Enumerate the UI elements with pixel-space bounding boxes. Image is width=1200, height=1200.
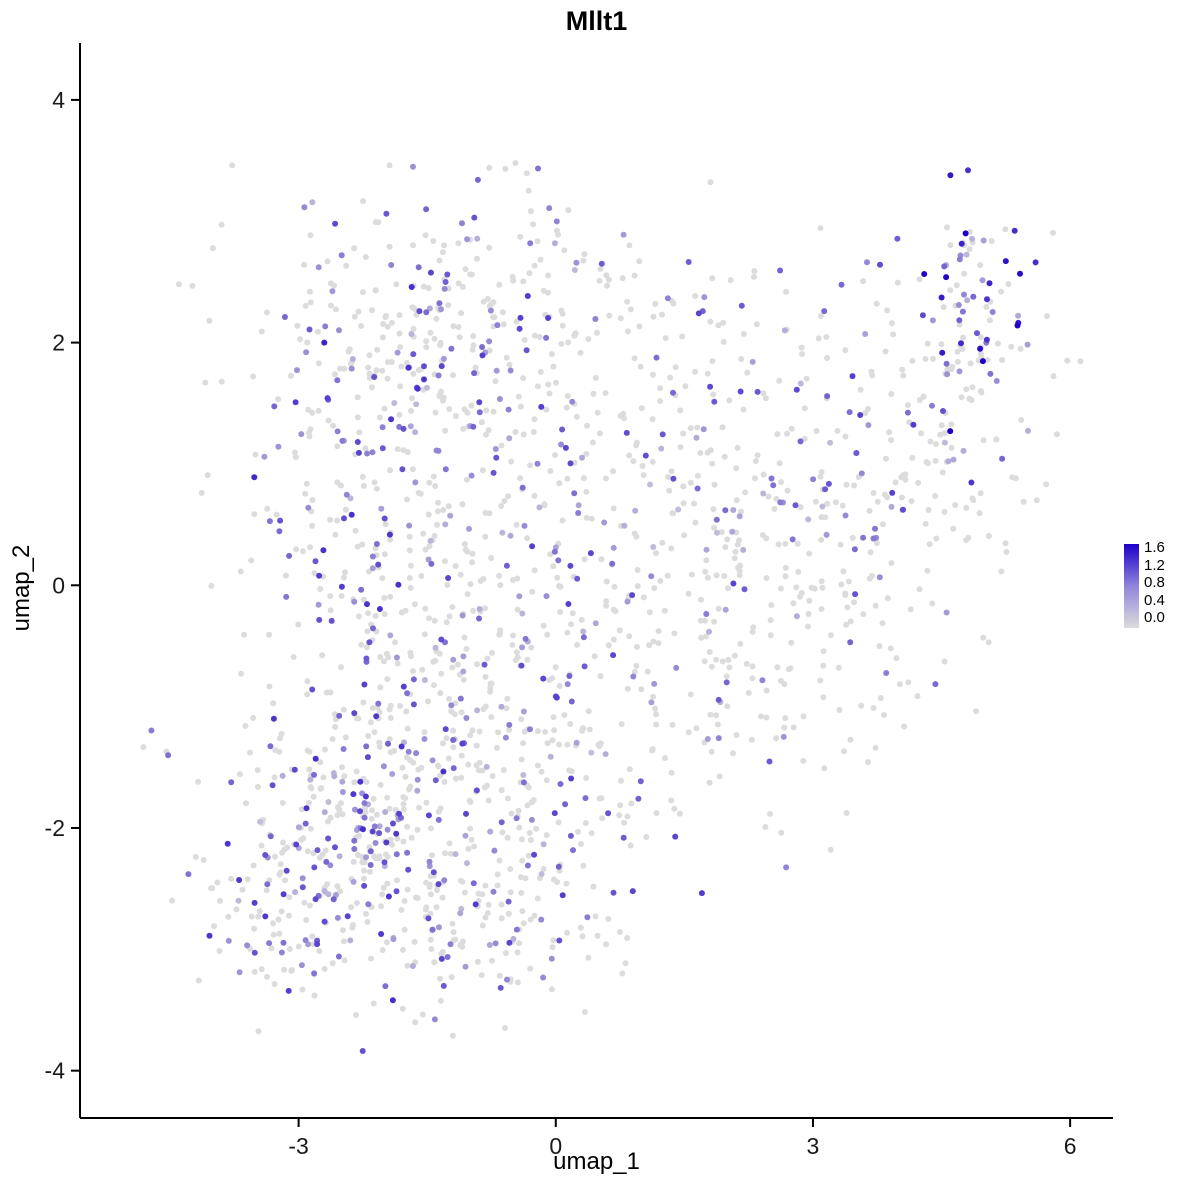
svg-text:4: 4 <box>52 87 65 113</box>
svg-text:0: 0 <box>52 572 65 598</box>
svg-text:-2: -2 <box>45 815 65 841</box>
scatter-points <box>140 160 1084 1054</box>
x-axis-ticks: -3 0 3 6 <box>288 1118 1077 1159</box>
svg-text:2: 2 <box>52 330 65 356</box>
colorbar-gradient <box>1124 544 1139 628</box>
chart-title: Mllt1 <box>565 6 628 36</box>
svg-text:-3: -3 <box>288 1133 308 1159</box>
colorbar-legend: 1.6 1.2 0.8 0.4 0.0 <box>1124 540 1200 640</box>
legend-tick-label: 0.8 <box>1144 574 1165 591</box>
y-axis-ticks: -4 -2 0 2 4 <box>45 87 80 1084</box>
svg-text:0: 0 <box>549 1133 562 1159</box>
svg-text:-4: -4 <box>45 1058 66 1084</box>
legend-tick-label: 1.6 <box>1144 539 1165 556</box>
legend-tick-label: 0.0 <box>1144 609 1165 626</box>
legend-tick-label: 1.2 <box>1144 556 1165 574</box>
legend-tick-label: 0.4 <box>1144 591 1165 609</box>
y-axis-title: umap_2 <box>8 544 35 632</box>
svg-text:3: 3 <box>807 1133 820 1159</box>
axes <box>79 43 1113 1119</box>
x-axis-title: umap_1 <box>553 1148 640 1175</box>
svg-text:6: 6 <box>1064 1133 1077 1159</box>
